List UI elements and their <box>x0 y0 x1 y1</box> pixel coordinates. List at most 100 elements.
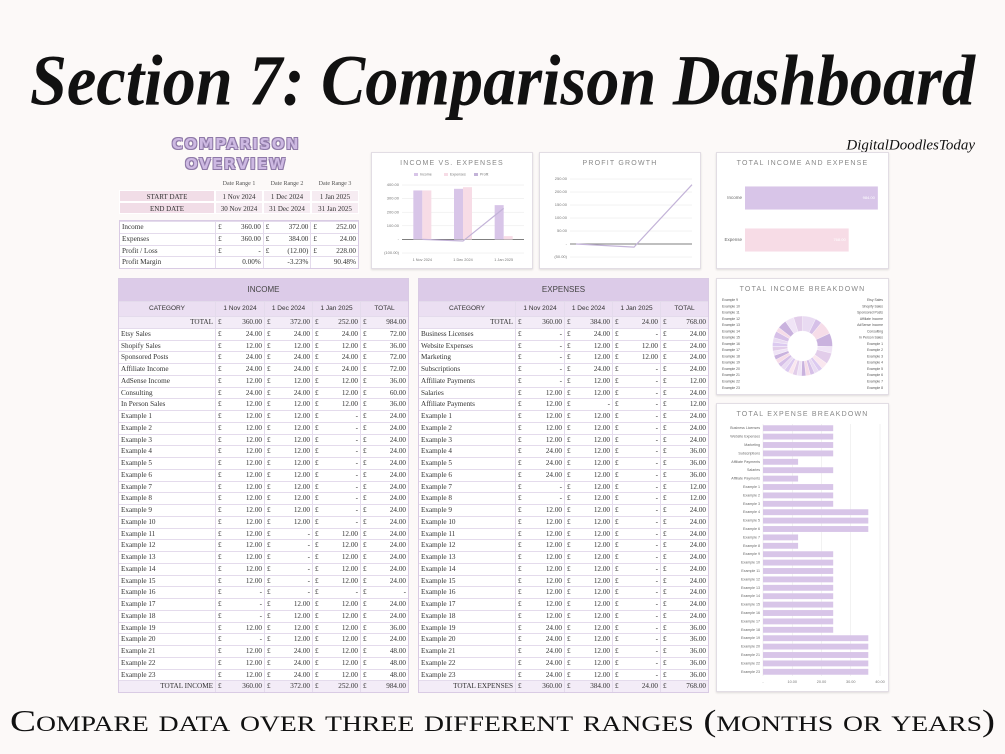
bar <box>763 433 834 440</box>
money-cell: £ - <box>612 657 660 669</box>
chart-card: TOTAL INCOME AND EXPENSE Income 984.00 Expe… <box>716 152 889 269</box>
currency-symbol: £ <box>615 517 619 526</box>
amount: 360.00 <box>241 234 261 243</box>
amount: - <box>655 600 658 608</box>
amount: 24.00 <box>689 506 706 514</box>
chart-title: PROFIT GROWTH <box>583 160 658 167</box>
currency-symbol: £ <box>218 423 222 432</box>
amount: 36.00 <box>689 447 706 456</box>
slice-label: Example 21 <box>722 373 740 377</box>
y-tick-label: (100.00) <box>384 250 400 255</box>
amount: 12.00 <box>293 517 310 526</box>
table-row: Example 21 £24.00 £12.00 £ - £36.00 <box>419 645 708 657</box>
amount: 12.00 <box>341 647 358 655</box>
money-cell: £48.00 <box>360 669 408 681</box>
amount: 24.00 <box>389 423 406 432</box>
currency-symbol: £ <box>518 658 522 667</box>
category-cell: Example 14 <box>421 564 456 573</box>
category-cell: Example 4 <box>121 447 152 456</box>
currency-symbol: £ <box>315 541 319 550</box>
summary-label: Income <box>122 223 144 231</box>
currency-symbol: £ <box>315 435 319 444</box>
currency-symbol: £ <box>567 635 571 644</box>
currency-symbol: £ <box>218 318 222 326</box>
currency-symbol: £ <box>218 635 222 644</box>
table-row: Example 7 £ - £12.00 £ - £12.00 <box>419 480 708 493</box>
slice-label: Example 7 <box>867 379 883 383</box>
amount: - <box>655 388 658 397</box>
category-cell: Example 4 <box>421 447 452 456</box>
table-row: Example 12 £12.00 £12.00 £ - £24.00 <box>419 539 708 551</box>
amount: 12.00 <box>545 600 562 608</box>
currency-symbol: £ <box>218 482 222 491</box>
currency-symbol: £ <box>518 635 522 644</box>
money-cell: £12.00 <box>312 375 360 387</box>
table-row: Sponsored Posts £24.00 £24.00 £24.00 £72.00 <box>119 351 408 363</box>
table-row: Example 22 £12.00 £24.00 £12.00 £48.00 <box>119 656 408 669</box>
money-cell: £36.00 <box>360 622 408 634</box>
currency-symbol: £ <box>567 329 571 338</box>
currency-symbol: £ <box>363 541 367 550</box>
amount: - <box>258 246 261 255</box>
money-cell: £ - <box>612 328 660 340</box>
money-cell: £ - <box>312 505 360 516</box>
y-tick-label: Subscriptions <box>738 451 760 455</box>
bar <box>763 542 799 549</box>
currency-symbol: £ <box>663 647 667 655</box>
money-cell: £24.00 <box>360 563 408 575</box>
money-cell: £24.00 <box>312 328 360 340</box>
amount: 24.00 <box>293 329 310 338</box>
amount: - <box>355 482 358 491</box>
currency-symbol: £ <box>567 341 571 350</box>
amount: - <box>607 400 610 409</box>
money-cell: £ - <box>215 245 263 257</box>
currency-symbol: £ <box>615 506 619 514</box>
amount: 36.00 <box>689 635 706 644</box>
currency-symbol: £ <box>567 682 571 691</box>
amount: 768.00 <box>686 318 706 326</box>
money-cell: £384.00 <box>564 317 612 328</box>
category-cell: Example 11 <box>421 529 456 538</box>
money-cell: £24.00 <box>660 352 708 363</box>
table-row: Business Licenses £ - £24.00 £ - £24.00 <box>419 327 708 340</box>
money-cell: £12.00 <box>215 657 264 669</box>
amount: 12.00 <box>593 529 610 538</box>
currency-symbol: £ <box>363 623 367 632</box>
amount: 24.00 <box>389 435 406 444</box>
slice-label: Example 16 <box>722 342 740 346</box>
amount: 24.00 <box>641 682 658 691</box>
currency-symbol: £ <box>518 494 522 503</box>
money-cell: £36.00 <box>660 657 708 669</box>
amount: 12.00 <box>293 412 310 420</box>
money-cell: £768.00 <box>660 317 708 328</box>
amount: 12.00 <box>245 470 262 479</box>
currency-symbol: £ <box>615 423 619 432</box>
currency-symbol: £ <box>615 470 619 479</box>
bar <box>763 509 869 516</box>
currency-symbol: £ <box>267 682 271 691</box>
amount: 24.00 <box>389 459 406 467</box>
amount: 360.00 <box>242 682 262 691</box>
money-cell: £12.00 <box>564 505 612 516</box>
y-tick-label: Example 5 <box>743 519 760 523</box>
money-cell: £12.00 <box>215 411 264 422</box>
amount: 72.00 <box>389 329 406 338</box>
amount: 252.00 <box>338 682 358 691</box>
data-label: 984.00 <box>863 195 876 200</box>
currency-symbol: £ <box>363 506 367 514</box>
money-cell: £12.00 <box>215 340 264 352</box>
amount: 12.00 <box>341 623 358 632</box>
amount: 12.00 <box>293 470 310 479</box>
money-cell: £12.00 <box>515 434 564 446</box>
money-cell: £24.00 <box>660 516 708 528</box>
currency-symbol: £ <box>663 670 667 679</box>
currency-symbol: £ <box>315 412 319 420</box>
amount: - <box>559 365 562 373</box>
currency-symbol: £ <box>267 670 271 679</box>
currency-symbol: £ <box>313 223 317 231</box>
category-cell: Example 6 <box>421 470 452 479</box>
money-cell: £24.00 <box>515 646 564 657</box>
bar <box>763 442 834 448</box>
currency-symbol: £ <box>567 435 571 444</box>
category-cell: Subscriptions <box>421 365 461 373</box>
